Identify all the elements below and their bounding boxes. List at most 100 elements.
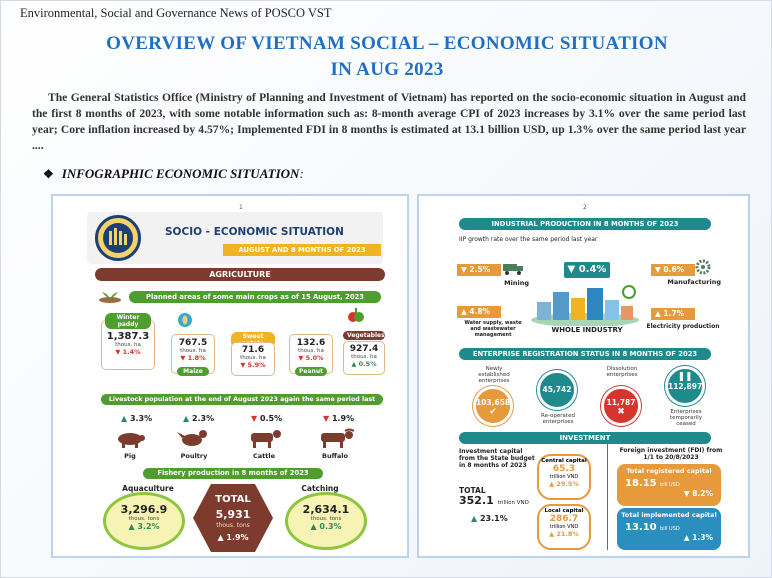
enterprise-label: Dissolution enterprises (606, 366, 638, 378)
industrial-title: INDUSTRIAL PRODUCTION IN 8 MONTHS OF 202… (459, 218, 711, 230)
vegetables-icon (347, 306, 365, 324)
enterprise-circle: ❚❚ 112,897 (665, 366, 705, 406)
mining-truck-icon (503, 260, 525, 275)
state-total: 352.1 trillion VND (459, 494, 529, 507)
infographic-page-2: 2 INDUSTRIAL PRODUCTION IN 8 MONTHS OF 2… (417, 194, 750, 558)
crop-value: 767.5 (178, 338, 208, 348)
central-capital-card: Central capital 65.3 trillion VND ▲ 29.5… (537, 454, 591, 500)
crop-unit: thous. ha (180, 348, 206, 354)
crop-unit: thous. ha (240, 355, 266, 361)
central-value: 65.3 (552, 464, 576, 474)
livestock-change-pig: ▲ 3.3% (121, 414, 153, 423)
crop-change: ▲ 0.5% (351, 360, 377, 368)
central-change: ▲ 29.5% (549, 480, 579, 488)
crop-name: Maize (177, 367, 209, 376)
livestock-name: Cattle (252, 452, 275, 460)
total-unit: thous. tons (216, 522, 250, 529)
catching-label: Catching (301, 484, 339, 493)
enterprise-label: Re-operated enterprises (541, 413, 575, 425)
infographic-page-1: 1 SOCIO - ECONOMIC SITUATION AUGUST AND … (51, 194, 409, 558)
aquaculture-change: ▲ 3.2% (128, 522, 160, 531)
livestock-name: Poultry (180, 452, 208, 460)
page-number: 1 (239, 204, 243, 211)
crop-name: Winter paddy (105, 313, 151, 329)
page-number: 2 (583, 204, 587, 211)
factory-city-icon (529, 282, 641, 327)
implemented-unit: bill USD (660, 526, 680, 532)
crops-title: Planned areas of some main crops as of 1… (129, 291, 381, 303)
whole-industry-change: ▼ 0.4% (564, 262, 610, 278)
local-label: Local capital (544, 508, 584, 514)
enterprise-label: Newly established enterprises (478, 366, 510, 384)
registered-value-line: 18.15 bill USD (625, 478, 721, 489)
corn-icon (177, 312, 193, 328)
subheading-text: INFOGRAPHIC ECONOMIC SITUATION (61, 166, 300, 181)
registered-unit: bill USD (660, 482, 680, 488)
implemented-value: 13.10 (625, 522, 657, 533)
implemented-capital-card: Total implemented capital 13.10 bill USD… (617, 508, 721, 550)
banner-subtitle: AUGUST AND 8 MONTHS OF 2023 (223, 244, 381, 256)
aquaculture-value: 3,296.9 (120, 503, 168, 516)
total-label: TOTAL (215, 494, 251, 505)
investment-divider (607, 444, 608, 550)
fdi-caption: Foreign investment (FDI) from 1/1 to 20/… (619, 447, 723, 461)
seedling-icon (98, 288, 122, 303)
catching-value: 2,634.1 (302, 503, 350, 516)
electricity-change: ▲ 1.7% (651, 308, 695, 320)
pause-icon: ❚❚ (677, 372, 693, 382)
aquaculture-unit: thous. tons (128, 516, 160, 522)
catching-unit: thous. tons (310, 516, 342, 522)
local-unit: trillion VND (549, 524, 579, 530)
subheading-suffix: : (299, 166, 304, 181)
aquaculture-label: Aquaculture (122, 484, 174, 493)
page-title-line1: OVERVIEW OF VIETNAM SOCIAL – ECONOMIC SI… (106, 33, 668, 54)
aquaculture-circle: 3,296.9 thous. tons ▲ 3.2% (103, 492, 185, 550)
manufacturing-change: ▼ 0.6% (651, 264, 695, 276)
registered-capital-card: Total registered capital 18.15 bill USD … (617, 464, 721, 506)
crop-name: Vegetables (343, 331, 385, 340)
agriculture-label: AGRICULTURE (95, 268, 385, 281)
enterprise-title: ENTERPRISE REGISTRATION STATUS IN 8 MONT… (459, 348, 711, 360)
catching-change: ▲ 0.3% (310, 522, 342, 531)
crop-value: 927.4 (349, 344, 379, 354)
enterprise-new: Newly established enterprises 103,658 ✔ (469, 366, 519, 426)
buffalo-icon (315, 428, 355, 448)
banner-title: SOCIO - ECONOMIC SITUATION (165, 226, 344, 238)
header-text: Environmental, Social and Governance New… (20, 6, 332, 20)
implemented-value-line: 13.10 bill USD (625, 522, 721, 533)
registered-change: ▼ 8.2% (683, 489, 713, 498)
implemented-label: Total implemented capital (621, 511, 717, 519)
catching-circle: 2,634.1 thous. tons ▲ 0.3% (285, 492, 367, 550)
enterprise-label: Enterprises temporarily ceased (670, 409, 702, 427)
livestock-title: Livestock population at the end of Augus… (101, 394, 383, 414)
enterprise-circle: 45,742 (537, 370, 577, 410)
iip-caption: IIP growth rate over the same period las… (459, 236, 598, 243)
total-value: 5,931 (215, 508, 251, 521)
crop-change: ▼ 1.8% (180, 354, 206, 362)
implemented-change: ▲ 1.3% (683, 533, 713, 542)
gso-logo-icon (95, 215, 141, 261)
state-total-change: ▲ 23.1% (471, 514, 508, 523)
water-label: Water supply, waste and wastewater manag… (464, 320, 522, 338)
livestock-change-cattle: ▼ 0.5% (251, 414, 283, 423)
investment-title: INVESTMENT (459, 432, 711, 444)
livestock-name: Pig (124, 452, 136, 460)
crop-value: 132.6 (296, 338, 326, 348)
local-capital-card: Local capital 286.7 trillion VND ▲ 21.8% (537, 504, 591, 550)
electricity-label: Electricity production (646, 323, 720, 330)
state-total-value: 352.1 (459, 494, 494, 507)
crop-value: 71.6 (241, 345, 265, 355)
enterprise-value: 112,897 (668, 382, 703, 391)
crop-unit: thous. ha (351, 354, 377, 360)
crop-change: ▼ 5.0% (298, 354, 324, 362)
state-total-unit: trillion VND (497, 500, 529, 506)
poultry-icon (177, 428, 211, 448)
registered-label: Total registered capital (626, 467, 712, 475)
enterprise-circle: 103,658 ✔ (473, 386, 513, 426)
crop-card-vegetables: 927.4 thous. ha ▲ 0.5% (343, 341, 385, 375)
whole-industry-label: WHOLE INDUSTRY (551, 326, 623, 334)
total-hexagon: TOTAL 5,931 thous. tons ▲ 1.9% (193, 484, 273, 552)
central-label: Central capital (541, 458, 587, 464)
mining-change: ▼ 2.5% (457, 264, 501, 276)
central-unit: trillion VND (549, 474, 579, 480)
